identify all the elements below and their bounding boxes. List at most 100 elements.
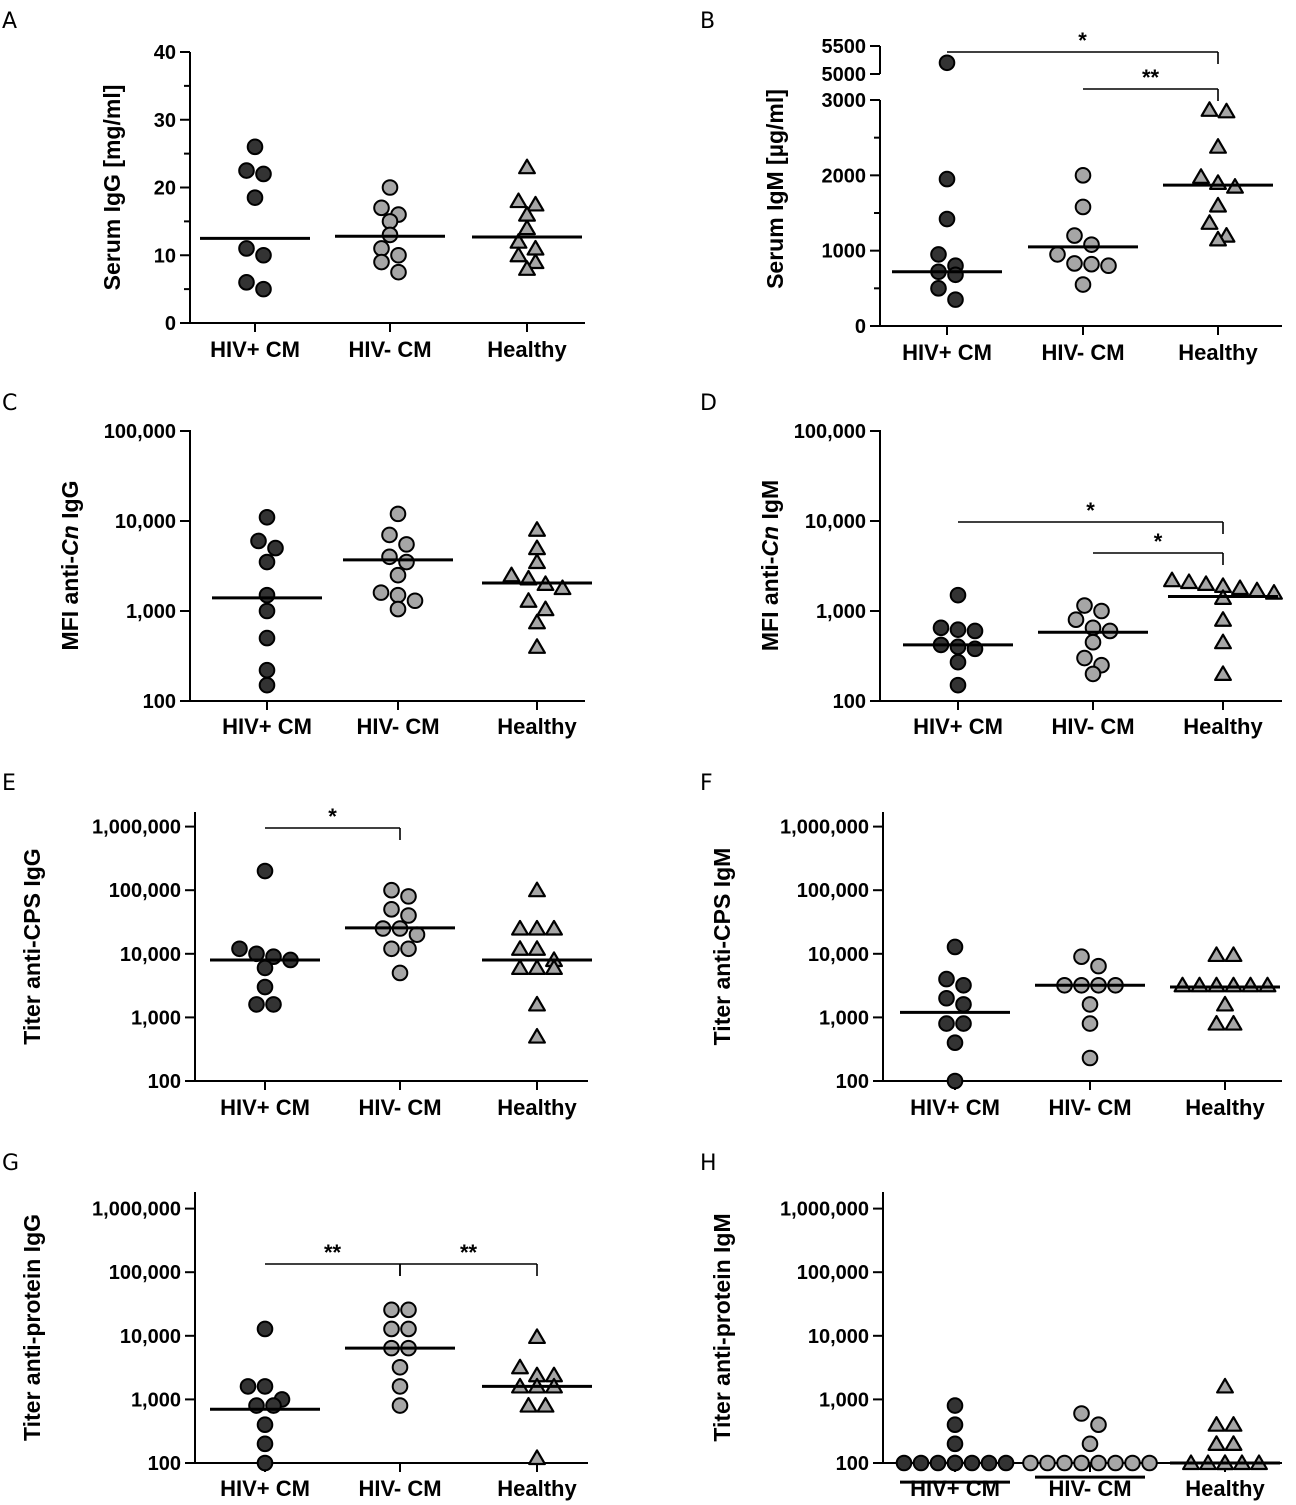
data-point (1081, 1049, 1099, 1067)
data-point (381, 526, 398, 544)
data-point (1207, 1014, 1226, 1031)
data-point (528, 919, 546, 936)
data-point (938, 210, 956, 228)
panel-e: E 100 1,000 10,000 100,000 1,000,000 HIV+ CM HI… (2, 771, 592, 1120)
data-point (518, 219, 536, 236)
significance-label: ** (324, 1240, 342, 1265)
y-tick-label: 0 (855, 316, 866, 338)
data-point (947, 291, 964, 308)
data-point (946, 1416, 964, 1434)
data-point (255, 165, 272, 183)
data-point (528, 1027, 546, 1044)
data-point (1214, 611, 1232, 627)
data-point (1190, 976, 1209, 993)
data-point (256, 1454, 274, 1472)
data-point (256, 862, 274, 880)
x-category-label: HIV- CM (1048, 1476, 1131, 1501)
y-tick-label: 100 (836, 1071, 869, 1093)
data-point (1066, 227, 1083, 244)
data-point (1100, 257, 1117, 275)
data-point (545, 959, 563, 976)
x-category-label: HIV+ CM (222, 714, 312, 739)
data-point (1207, 976, 1226, 993)
data-point (1074, 198, 1092, 216)
panel-letter: H (700, 1151, 717, 1176)
data-point (246, 138, 264, 156)
data-point (256, 1435, 274, 1453)
data-point (1209, 174, 1227, 190)
data-point (1224, 1435, 1243, 1451)
data-point (383, 1320, 400, 1338)
data-point (528, 940, 546, 956)
data-point (929, 1454, 947, 1472)
data-point (1248, 581, 1266, 598)
data-point (1173, 976, 1192, 993)
data-point (1163, 571, 1181, 588)
data-point (528, 539, 546, 556)
x-category-label: Healthy (1183, 714, 1263, 739)
y-axis-title: MFI anti-Cn IgG (57, 481, 83, 651)
data-point (511, 959, 529, 976)
panel-g: G 100 1,000 10,000 100,000 1,000,000 HIV+ CM HI… (2, 1151, 592, 1501)
y-tick-label: 1,000 (816, 601, 866, 623)
data-point (536, 1396, 555, 1413)
data-point (519, 569, 538, 586)
data-point (381, 548, 398, 566)
data-point (938, 970, 955, 988)
data-point (946, 1072, 964, 1090)
data-point (1200, 214, 1219, 230)
x-category-label: Healthy (1185, 1476, 1265, 1501)
data-point (553, 579, 572, 596)
data-point (391, 1378, 409, 1395)
x-category-label: HIV+ CM (913, 714, 1003, 739)
data-point (528, 959, 546, 976)
data-point (1066, 255, 1083, 272)
data-point (946, 1034, 964, 1052)
y-tick-label: 10,000 (805, 511, 866, 533)
data-point (930, 280, 947, 297)
data-point (383, 940, 400, 958)
data-point (400, 940, 417, 958)
data-point (1197, 575, 1215, 592)
data-point (1073, 1454, 1090, 1472)
data-point (239, 1378, 257, 1395)
panel-d: D 100 1,000 10,000 100,000 HIV+ CM HIV- CM Heal… (700, 391, 1283, 739)
data-point (258, 676, 276, 694)
data-point (389, 566, 407, 584)
data-point (238, 274, 255, 291)
x-category-label: HIV+ CM (220, 1095, 310, 1120)
x-category-label: Healthy (1185, 1095, 1265, 1120)
data-point (1056, 1454, 1073, 1472)
y-tick-label: 40 (154, 42, 176, 64)
panel-letter: E (2, 771, 16, 796)
data-point (528, 638, 546, 654)
data-point (526, 253, 545, 270)
data-point (1073, 948, 1090, 966)
y-tick-label: 1000 (822, 241, 867, 263)
x-category-label: HIV- CM (1051, 714, 1134, 739)
panel-f: F 100 1,000 10,000 100,000 1,000,000 HIV+ CM HI… (700, 771, 1282, 1120)
data-point (1224, 946, 1243, 963)
significance-label: * (1086, 498, 1095, 523)
y-tick-label: 100,000 (104, 421, 176, 443)
data-point (246, 189, 264, 206)
data-point (381, 179, 399, 196)
significance-label: ** (460, 1240, 478, 1265)
y-tick-label: 10 (154, 245, 176, 267)
data-point (1216, 1377, 1234, 1394)
data-point (1107, 1454, 1124, 1472)
data-point (1224, 1014, 1243, 1031)
y-tick-label: 10,000 (808, 944, 869, 966)
y-tick-label: 1,000 (126, 601, 176, 623)
data-point (502, 566, 521, 583)
data-point (1200, 101, 1219, 117)
y-tick-label: 100,000 (797, 1262, 869, 1284)
data-point (255, 246, 272, 264)
y-tick-label: 10,000 (808, 1326, 869, 1348)
y-tick-label: 1,000 (131, 1007, 181, 1029)
data-point (949, 676, 967, 694)
data-point (238, 162, 255, 179)
x-category-label: HIV+ CM (210, 337, 300, 362)
y-axis-title: Titer anti-protein IgM (709, 1213, 735, 1441)
x-category-label: HIV+ CM (910, 1095, 1000, 1120)
